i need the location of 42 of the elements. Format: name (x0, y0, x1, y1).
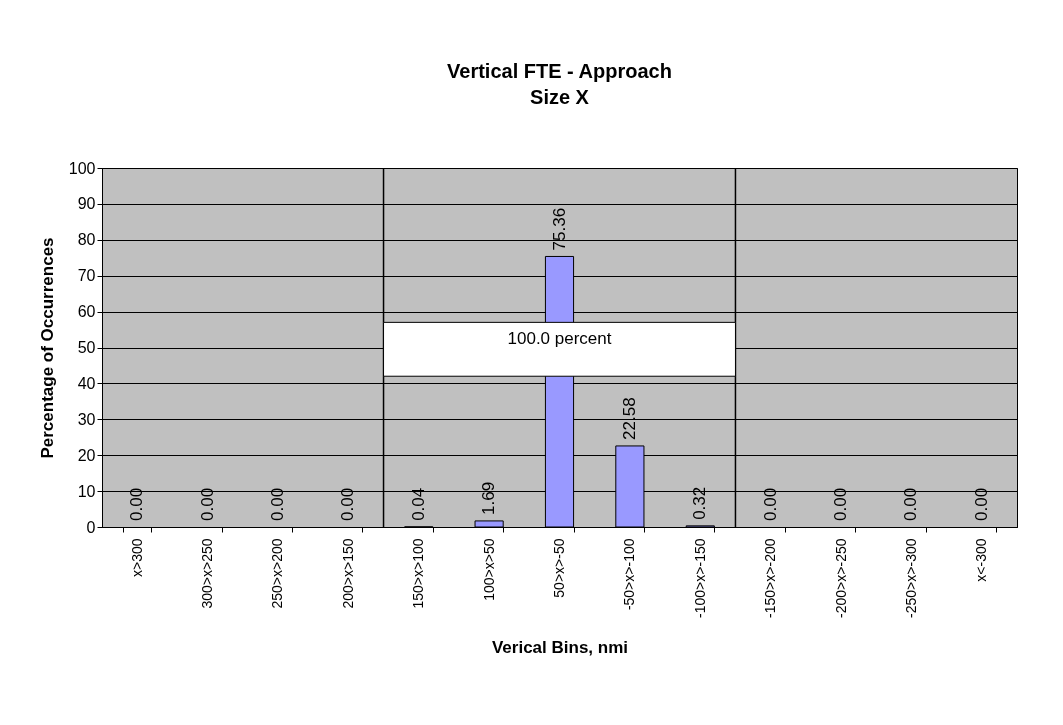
data-label: 0.00 (971, 487, 991, 521)
y-tick-label: 50 (77, 339, 96, 356)
y-tick-label: 80 (77, 231, 96, 249)
x-tick-label: 250>x>200 (269, 538, 286, 609)
y-tick-label: 10 (77, 482, 96, 500)
data-label: 0.00 (197, 487, 217, 521)
y-tick-label: 0 (86, 518, 96, 536)
data-label: 1.69 (479, 481, 499, 515)
data-label: 75.36 (549, 207, 569, 251)
y-tick-label: 30 (77, 410, 96, 428)
y-tick-label: 20 (77, 446, 96, 464)
data-label: 0.00 (901, 487, 921, 521)
x-tick-label: x>300 (128, 538, 145, 578)
x-tick-label: -200>x>-250 (832, 538, 849, 618)
x-tick-label: -50>x>-100 (621, 538, 638, 611)
x-tick-label: 300>x>250 (199, 538, 216, 609)
data-label: 0.00 (267, 487, 287, 521)
y-tick-label: 40 (77, 374, 96, 392)
data-label: 0.00 (831, 487, 851, 521)
x-tick-label: -250>x>-300 (902, 538, 919, 618)
x-tick-label: x<-300 (973, 538, 990, 582)
chart-subtitle: Size X (530, 86, 590, 108)
x-tick-label: 100>x>50 (480, 538, 497, 601)
band-label: 100.0 percent (507, 328, 612, 348)
y-tick-label: 90 (77, 195, 96, 213)
x-tick-label: 50>x>-50 (551, 538, 567, 598)
data-label: 0.00 (760, 487, 780, 521)
data-label: 0.00 (127, 487, 147, 521)
x-axis-title: Verical Bins, nmi (491, 637, 629, 657)
x-tick-label: -100>x>-150 (691, 538, 708, 618)
y-axis-title: Percentage of Occurrences (37, 237, 57, 459)
y-tick-label: 60 (77, 303, 96, 321)
data-label: 0.00 (338, 487, 358, 521)
x-tick-label: 150>x>100 (410, 538, 427, 609)
y-tick-label: 70 (77, 267, 96, 285)
chart-title: Vertical FTE - Approach (447, 60, 672, 82)
data-label: 0.32 (690, 486, 710, 520)
x-tick-label: -150>x>-200 (762, 538, 779, 618)
data-label: 22.58 (619, 397, 639, 440)
y-tick-label: 100 (68, 159, 96, 177)
x-tick-label: 200>x>150 (339, 538, 356, 609)
data-label: 0.04 (408, 487, 428, 521)
